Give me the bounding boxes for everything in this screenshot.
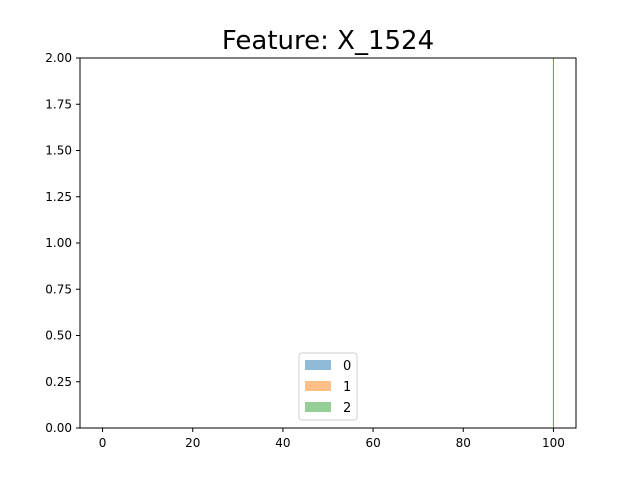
x-tick-label: 20 bbox=[185, 436, 200, 450]
y-tick-label: 0.50 bbox=[45, 329, 72, 343]
legend-label-0: 0 bbox=[343, 359, 351, 374]
y-tick-label: 2.00 bbox=[45, 51, 72, 65]
x-tick-label: 80 bbox=[456, 436, 471, 450]
x-tick-label: 60 bbox=[365, 436, 380, 450]
y-tick-label: 1.25 bbox=[45, 190, 72, 204]
chart-title: Feature: X_1524 bbox=[222, 26, 434, 56]
x-tick-label: 0 bbox=[99, 436, 107, 450]
y-tick-label: 0.75 bbox=[45, 282, 72, 296]
y-tick-label: 1.75 bbox=[45, 97, 72, 111]
bar-series-2-0 bbox=[552, 58, 554, 428]
x-tick-label: 40 bbox=[275, 436, 290, 450]
bars-group bbox=[552, 58, 554, 428]
legend-label-1: 1 bbox=[343, 380, 351, 395]
legend-label-2: 2 bbox=[343, 401, 351, 416]
y-tick-label: 0.00 bbox=[45, 421, 72, 435]
y-tick-label: 1.00 bbox=[45, 236, 72, 250]
legend-swatch-2 bbox=[305, 402, 331, 412]
x-axis: 0 20 40 60 80 100 bbox=[99, 428, 565, 450]
x-tick-label: 100 bbox=[542, 436, 565, 450]
y-tick-label: 1.50 bbox=[45, 144, 72, 158]
legend-swatch-1 bbox=[305, 381, 331, 391]
legend-swatch-0 bbox=[305, 360, 331, 370]
y-tick-label: 0.25 bbox=[45, 375, 72, 389]
legend: 0 1 2 bbox=[298, 352, 358, 421]
y-axis: 0.00 0.25 0.50 0.75 1.00 1.25 1.50 1.75 2.00 bbox=[45, 51, 80, 435]
